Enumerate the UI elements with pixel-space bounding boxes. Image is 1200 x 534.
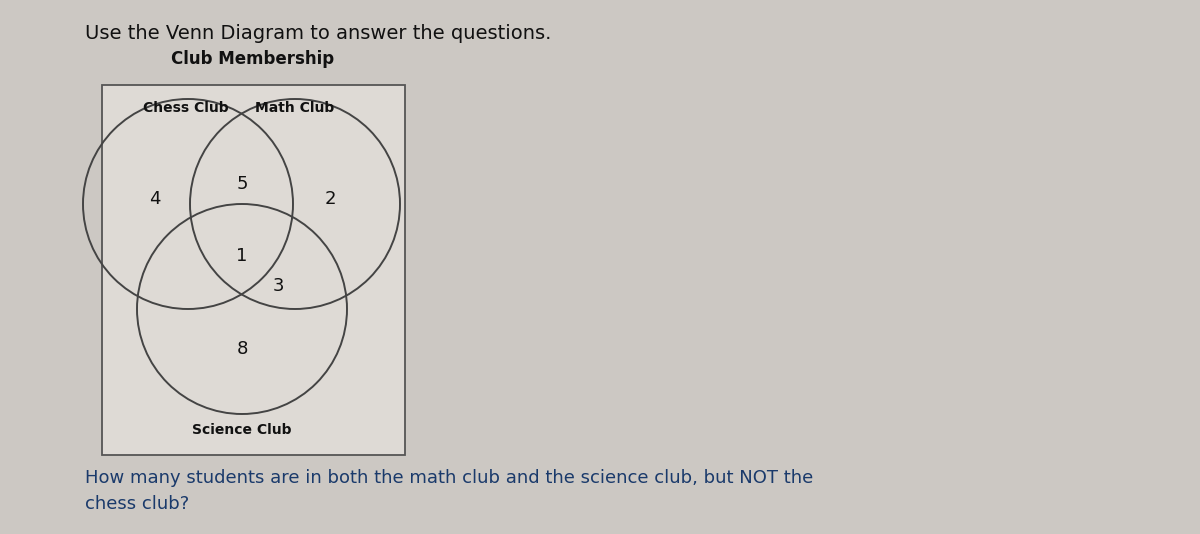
Text: 3: 3	[272, 277, 283, 295]
Text: 4: 4	[149, 190, 161, 208]
Text: Club Membership: Club Membership	[172, 50, 335, 68]
FancyBboxPatch shape	[102, 85, 406, 455]
Text: Chess Club: Chess Club	[143, 101, 229, 115]
Text: How many students are in both the math club and the science club, but NOT the
ch: How many students are in both the math c…	[85, 469, 814, 513]
Text: Use the Venn Diagram to answer the questions.: Use the Venn Diagram to answer the quest…	[85, 24, 551, 43]
Text: 2: 2	[324, 190, 336, 208]
Text: Math Club: Math Club	[256, 101, 335, 115]
Text: 5: 5	[236, 175, 247, 193]
Text: 1: 1	[236, 247, 247, 265]
Text: Science Club: Science Club	[192, 423, 292, 437]
Text: 8: 8	[236, 340, 247, 358]
